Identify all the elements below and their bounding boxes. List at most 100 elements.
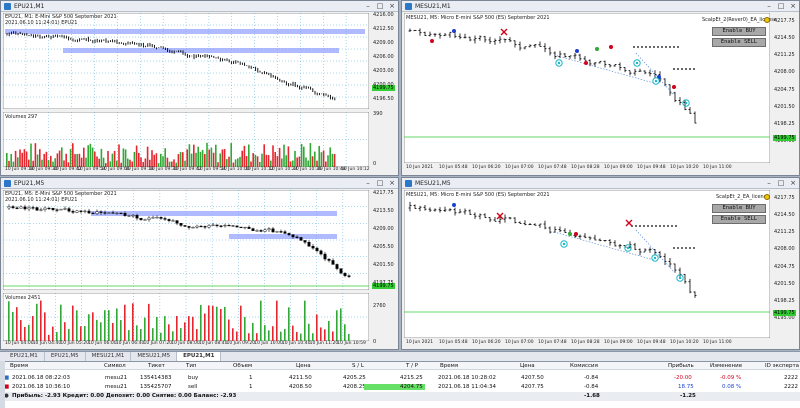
minimize-icon[interactable]: – xyxy=(767,2,771,10)
close-icon[interactable]: × xyxy=(389,179,395,187)
chart-window-mesu21-m1[interactable]: MESU21,M1 – □ × MESU21, M5: Micro E-mini… xyxy=(401,0,800,176)
tab-epu21-m5[interactable]: EPU21,M5 xyxy=(45,352,86,361)
summary-icon: ● xyxy=(4,393,9,399)
close-icon[interactable]: × xyxy=(790,2,796,10)
tab-epu21-m1-active[interactable]: EPU21,M1 xyxy=(177,352,222,361)
volume-chart[interactable] xyxy=(3,112,369,167)
enable-sell-button[interactable]: Enable SELL xyxy=(712,38,766,47)
maximize-icon[interactable]: □ xyxy=(777,179,785,187)
col-header-sl[interactable]: S / L xyxy=(352,363,364,369)
candle-up xyxy=(243,226,247,229)
terminal-side-toolbar[interactable] xyxy=(0,361,5,408)
minimize-icon[interactable]: – xyxy=(767,179,771,187)
volume-bar xyxy=(124,304,126,341)
volume-bar xyxy=(196,329,198,341)
candle-up xyxy=(63,208,67,210)
candle-down xyxy=(335,264,339,269)
candle-down xyxy=(311,246,315,249)
candle-down xyxy=(347,275,351,277)
chart-window-mesu21-m5[interactable]: MESU21,M5 – □ × MESU21, M5: Micro E-mini… xyxy=(401,177,800,350)
volume-bar xyxy=(8,301,10,341)
cell-profit: -20.00 xyxy=(674,375,692,381)
signal-ring-center xyxy=(678,276,682,280)
col-header-expert-id[interactable]: ID эксперта xyxy=(765,363,800,369)
col-header-price[interactable]: Цена xyxy=(296,363,311,369)
time-scale-label: 10 Jun 10:59 xyxy=(337,341,366,346)
volume-bar xyxy=(300,143,303,167)
volume-bar xyxy=(312,333,314,341)
window-titlebar[interactable]: MESU21,M1 – □ × xyxy=(402,1,799,12)
level-band xyxy=(229,234,337,239)
price-scale-label: 4205.50 xyxy=(373,244,394,250)
trend-line xyxy=(635,229,675,273)
row-icon: ■ xyxy=(4,384,10,390)
col-header-commission[interactable]: Комиссия xyxy=(570,363,598,369)
candle-up xyxy=(143,219,147,221)
price-chart[interactable] xyxy=(3,13,369,109)
col-header-time[interactable]: Время xyxy=(10,363,29,369)
maximize-icon[interactable]: □ xyxy=(376,179,384,187)
window-titlebar[interactable]: MESU21,M5 – □ × xyxy=(402,178,799,189)
candle-up xyxy=(39,209,43,211)
table-row[interactable]: ■ 2021.06.18 10:36:10 mesu21 135425707 s… xyxy=(0,383,800,391)
volume-bar xyxy=(179,151,182,167)
cell-close-price: 4207.75 xyxy=(521,384,544,390)
volume-bar xyxy=(138,152,140,167)
volume-bar xyxy=(248,144,250,167)
close-icon[interactable]: × xyxy=(389,2,395,10)
tab-mesu21-m5[interactable]: MESU21,M5 xyxy=(131,352,178,361)
enable-buy-button[interactable]: Enable BUY xyxy=(712,27,766,36)
col-header-ticket[interactable]: Тикет xyxy=(148,363,165,369)
time-scale-label: 10 Jun 04:00 xyxy=(5,341,34,346)
close-icon[interactable]: × xyxy=(790,179,796,187)
signal-dot xyxy=(673,247,675,249)
tab-epu21-m1[interactable]: EPU21,M1 xyxy=(4,352,45,361)
volume-bar xyxy=(276,300,278,341)
volume-bar xyxy=(146,146,149,167)
volume-bar xyxy=(322,150,325,167)
level-band xyxy=(91,211,337,216)
candle-down xyxy=(87,210,91,214)
col-header-symbol[interactable]: Символ xyxy=(104,363,126,369)
volume-bar xyxy=(274,151,276,167)
time-scale-label: 10 Jun 06:20 xyxy=(472,340,501,345)
volume-bar xyxy=(188,316,190,341)
price-chart[interactable] xyxy=(3,190,369,290)
chart-window-epu21-m5[interactable]: EPU21,M5 – □ × EPU21, M5: E-Mini S&P 500… xyxy=(0,177,399,350)
price-scale-label: 4211.25 xyxy=(774,229,795,236)
enable-buy-button[interactable]: Enable BUY xyxy=(712,204,766,213)
col-header-profit[interactable]: Прибыль xyxy=(668,363,694,369)
volume-bar xyxy=(320,327,322,341)
col-header-change[interactable]: Изменение xyxy=(710,363,743,369)
price-scale-label: 0 xyxy=(373,339,377,345)
chart-window-epu21-m1[interactable]: EPU21,M1 – □ × EPU21, M1: E-Mini S&P 500… xyxy=(0,0,399,176)
maximize-icon[interactable]: □ xyxy=(777,2,785,10)
candle-down xyxy=(99,211,103,213)
volume-bar xyxy=(83,147,85,167)
minimize-icon[interactable]: – xyxy=(366,179,370,187)
col-header-close-price[interactable]: Цена xyxy=(520,363,535,369)
candle-up xyxy=(7,206,11,209)
price-chart[interactable] xyxy=(404,190,770,338)
current-price-tag: 4199.75 xyxy=(773,310,796,316)
table-row[interactable]: ■ 2021.06.18 08:22:03 mesu21 135414383 b… xyxy=(0,374,800,382)
col-header-tp[interactable]: T / P xyxy=(406,363,419,369)
price-chart[interactable] xyxy=(404,13,770,163)
col-header-type[interactable]: Тип xyxy=(186,363,197,369)
chart-background xyxy=(404,190,770,338)
minimize-icon[interactable]: – xyxy=(366,2,370,10)
candle-down xyxy=(231,225,235,227)
price-scale-label: 4204.75 xyxy=(774,263,795,270)
volume-chart[interactable] xyxy=(3,293,369,341)
maximize-icon[interactable]: □ xyxy=(376,2,384,10)
volume-bar xyxy=(61,147,63,167)
cell-time: 2021.06.18 10:36:10 xyxy=(12,384,70,390)
volume-bar xyxy=(199,151,202,167)
tab-mesu21-m1[interactable]: MESU21,M1 xyxy=(86,352,132,361)
volume-bar xyxy=(44,312,46,341)
col-header-volume[interactable]: Объем xyxy=(233,363,253,369)
window-titlebar[interactable]: EPU21,M5 – □ × xyxy=(1,178,398,189)
window-titlebar[interactable]: EPU21,M1 – □ × xyxy=(1,1,398,12)
col-header-close-time[interactable]: Время xyxy=(440,363,459,369)
enable-sell-button[interactable]: Enable SELL xyxy=(712,215,766,224)
